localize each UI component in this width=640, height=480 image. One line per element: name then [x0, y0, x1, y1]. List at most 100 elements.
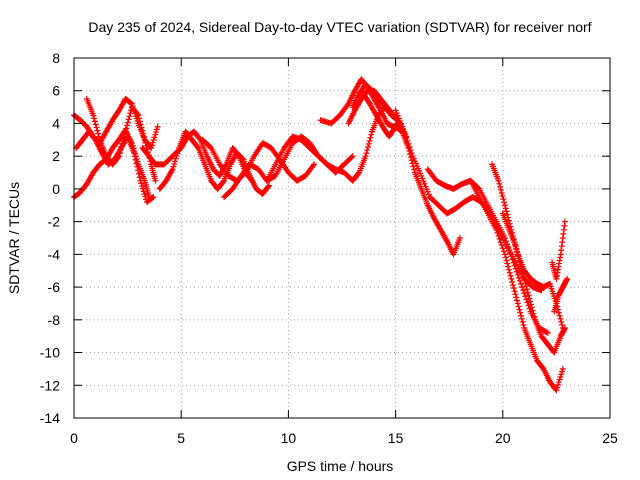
- trace-marker: [527, 301, 534, 308]
- data-point: [148, 145, 155, 151]
- trace-marker: [497, 239, 504, 246]
- trace-marker: [363, 150, 370, 157]
- trace-marker: [137, 121, 144, 128]
- y-tick-label: -2: [48, 214, 61, 230]
- trace-marker: [408, 150, 415, 157]
- trace-marker: [170, 163, 177, 170]
- trace-marker: [505, 263, 512, 270]
- trace-marker: [529, 307, 536, 314]
- trace-marker: [516, 277, 523, 284]
- trace-marker: [559, 368, 566, 375]
- trace-marker: [509, 282, 516, 289]
- trace-marker: [509, 278, 516, 285]
- y-tick-label: 4: [52, 115, 60, 131]
- data-point: [519, 267, 526, 274]
- trace-marker: [136, 118, 143, 125]
- trace-marker: [149, 194, 156, 201]
- trace-marker: [140, 130, 147, 137]
- trace-marker: [138, 124, 145, 131]
- trace-marker: [530, 310, 537, 317]
- trace-marker: [364, 147, 371, 154]
- trace-marker: [135, 167, 142, 174]
- data-point: [559, 365, 566, 372]
- x-axis-label: GPS time / hours: [287, 458, 394, 474]
- trace-marker: [513, 246, 520, 253]
- trace-marker: [139, 127, 146, 134]
- trace-marker: [511, 262, 518, 269]
- y-axis-label: SDTVAR / TECUs: [6, 182, 22, 294]
- trace-marker: [515, 255, 522, 262]
- trace-marker: [421, 180, 428, 187]
- trace-marker: [504, 211, 511, 218]
- trace-marker: [515, 252, 522, 259]
- trace-marker: [399, 123, 406, 130]
- trace-marker: [424, 188, 431, 195]
- data-point: [544, 329, 551, 336]
- trace-marker: [143, 142, 150, 149]
- x-tick-label: 0: [70, 430, 78, 446]
- data-point: [135, 112, 142, 119]
- axis-ticks: [73, 57, 611, 419]
- trace-marker: [503, 208, 510, 215]
- trace-marker: [174, 150, 181, 157]
- trace-marker: [507, 272, 514, 279]
- trace-marker: [139, 185, 146, 192]
- trace-marker: [127, 110, 134, 117]
- data-point: [137, 177, 144, 184]
- trace-marker: [516, 306, 523, 313]
- trace-marker: [171, 160, 178, 167]
- trace-marker: [504, 260, 511, 267]
- data-point: [349, 153, 356, 160]
- trace-marker: [503, 238, 510, 245]
- trace-marker: [497, 186, 504, 193]
- trace-marker: [518, 315, 525, 322]
- trace-marker: [393, 110, 400, 117]
- trace-marker: [554, 384, 561, 391]
- trace-marker: [501, 199, 508, 206]
- trace-marker: [133, 160, 140, 167]
- trace-marker: [507, 250, 514, 257]
- trace-marker: [512, 265, 519, 272]
- trace-marker: [515, 274, 522, 281]
- y-tick-label: -6: [48, 279, 61, 295]
- y-tick-label: -4: [48, 246, 61, 262]
- trace-marker: [559, 321, 566, 328]
- data-point: [456, 235, 463, 241]
- trace-marker: [557, 315, 564, 322]
- trace-marker: [419, 175, 426, 182]
- data-point: [519, 284, 526, 291]
- x-tick-labels: 0 5 10 15 20 25: [70, 430, 618, 446]
- trace-marker: [405, 140, 412, 147]
- data-point: [495, 177, 502, 184]
- data-point: [525, 292, 532, 299]
- trace-marker: [396, 118, 403, 124]
- chart-title: Day 235 of 2024, Sidereal Day-to-day VTE…: [88, 19, 591, 35]
- data-point: [561, 218, 568, 225]
- trace-marker: [126, 113, 133, 120]
- trace-marker: [367, 134, 374, 141]
- trace-marker: [509, 256, 516, 263]
- trace-marker: [498, 242, 505, 249]
- trace-marker: [94, 127, 101, 134]
- data-point: [514, 300, 521, 307]
- trace-marker: [510, 285, 517, 292]
- data-point: [501, 202, 508, 209]
- series-sat-r: [499, 210, 568, 356]
- series-sat-m: [360, 91, 463, 258]
- trace-marker: [128, 100, 135, 107]
- y-tick-label: -14: [40, 410, 60, 426]
- trace-marker: [172, 155, 179, 162]
- trace-marker: [141, 191, 148, 198]
- data-point: [266, 182, 273, 189]
- series-sat-p: [467, 177, 566, 394]
- data-point: [154, 123, 161, 130]
- y-tick-label: 2: [52, 148, 60, 164]
- trace-marker: [368, 131, 375, 138]
- trace-marker: [138, 180, 145, 187]
- trace-marker: [124, 119, 131, 126]
- trace-marker: [95, 130, 102, 137]
- trace-marker: [558, 318, 565, 325]
- trace-marker: [520, 287, 527, 294]
- data-point: [512, 243, 519, 250]
- trace-marker: [511, 288, 518, 295]
